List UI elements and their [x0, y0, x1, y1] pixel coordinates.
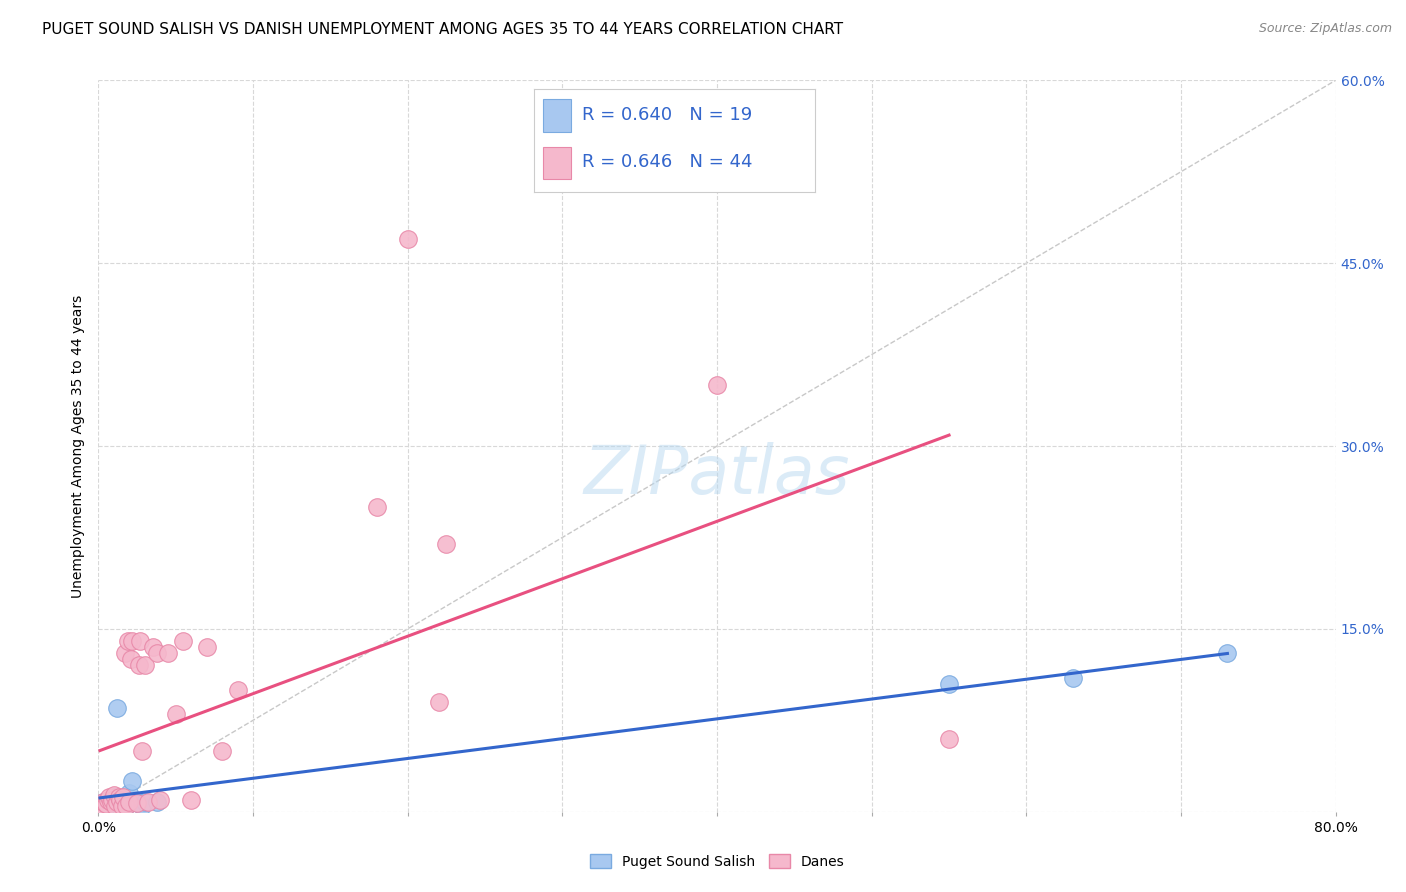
Point [112, 790, 135, 805]
Point [118, 787, 141, 801]
Point [706, 378, 728, 392]
Point [127, 796, 149, 810]
Point [90, 798, 112, 813]
Point [149, 792, 172, 806]
Point [146, 646, 169, 660]
Point [89, 802, 111, 816]
Point [127, 795, 149, 809]
Point [131, 798, 153, 813]
Point [396, 232, 419, 246]
Bar [543, 99, 571, 132]
Point [90, 798, 112, 813]
Point [131, 744, 153, 758]
Point [142, 640, 165, 655]
Point [121, 634, 143, 648]
Point [93, 796, 115, 810]
Y-axis label: Unemployment Among Ages 35 to 44 years: Unemployment Among Ages 35 to 44 years [72, 294, 86, 598]
Point [157, 646, 180, 660]
Point [101, 792, 124, 806]
Point [134, 658, 156, 673]
Legend: Puget Sound Salish, Danes: Puget Sound Salish, Danes [583, 848, 851, 874]
Bar [543, 146, 571, 179]
Point [173, 634, 195, 648]
Point [366, 500, 388, 514]
Text: ZIPatlas: ZIPatlas [583, 442, 851, 508]
Point [938, 731, 960, 746]
Point [1216, 646, 1239, 660]
Point [136, 795, 159, 809]
Point [100, 795, 122, 809]
Point [98, 790, 121, 805]
Point [211, 744, 233, 758]
Point [91, 795, 114, 809]
Point [134, 795, 156, 809]
Point [103, 788, 125, 802]
Text: R = 0.646   N = 44: R = 0.646 N = 44 [582, 153, 752, 170]
Point [111, 792, 134, 806]
Point [195, 640, 218, 655]
Point [1062, 671, 1084, 685]
Point [427, 695, 450, 709]
Point [96, 797, 118, 812]
Point [104, 798, 127, 813]
Point [226, 682, 249, 697]
Point [121, 774, 143, 789]
Point [129, 634, 152, 648]
Point [103, 790, 125, 805]
Point [111, 798, 134, 813]
Point [118, 795, 141, 809]
Point [165, 707, 187, 722]
Point [128, 658, 150, 673]
Point [114, 646, 136, 660]
Point [146, 795, 169, 809]
Point [107, 790, 129, 805]
Point [91, 795, 114, 809]
Point [89, 801, 111, 815]
Point [938, 676, 960, 690]
Point [115, 798, 138, 813]
Point [105, 795, 128, 809]
Point [180, 792, 202, 806]
Point [105, 701, 128, 715]
Point [100, 795, 122, 809]
Point [96, 800, 118, 814]
Point [115, 798, 138, 813]
Text: Source: ZipAtlas.com: Source: ZipAtlas.com [1258, 22, 1392, 36]
Point [108, 792, 131, 806]
Text: PUGET SOUND SALISH VS DANISH UNEMPLOYMENT AMONG AGES 35 TO 44 YEARS CORRELATION : PUGET SOUND SALISH VS DANISH UNEMPLOYMEN… [42, 22, 844, 37]
Point [117, 634, 139, 648]
Text: R = 0.640   N = 19: R = 0.640 N = 19 [582, 106, 752, 124]
Point [120, 652, 142, 666]
Point [436, 536, 458, 550]
Point [97, 792, 120, 806]
Point [101, 792, 124, 806]
